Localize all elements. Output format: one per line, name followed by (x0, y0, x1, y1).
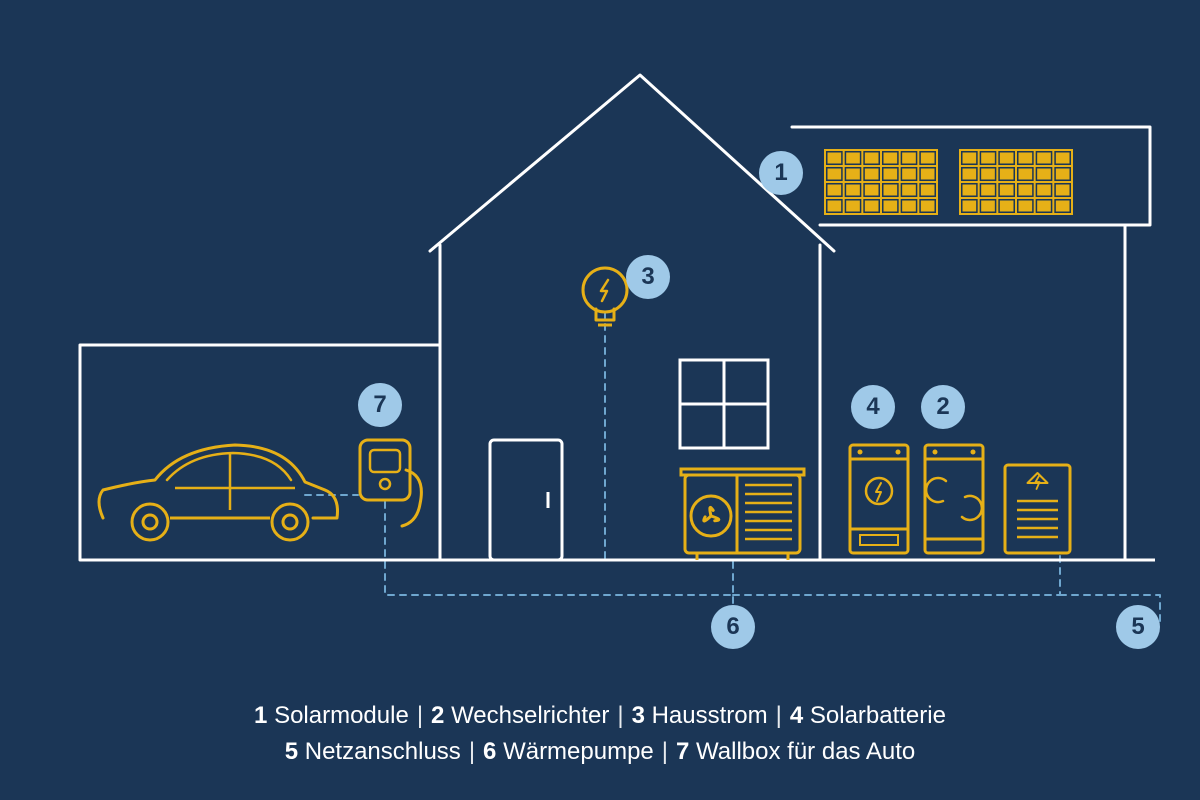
legend-num-3: 3 (632, 702, 652, 729)
badge-6: 6 (711, 605, 755, 649)
legend-num-7: 7 (676, 738, 696, 765)
legend-num-6: 6 (483, 738, 503, 765)
legend-num-5: 5 (285, 738, 305, 765)
legend-label-6: Wärmepumpe (503, 738, 654, 765)
legend-label-4: Solarbatterie (810, 702, 946, 729)
diagram-svg (0, 0, 1200, 800)
badge-2: 2 (921, 385, 965, 429)
legend-row-2: 5 Netzanschluss|6 Wärmepumpe|7 Wallbox f… (0, 738, 1200, 766)
badge-1: 1 (759, 151, 803, 195)
legend-num-4: 4 (790, 702, 810, 729)
legend-label-7: Wallbox für das Auto (696, 738, 915, 765)
badge-3: 3 (626, 255, 670, 299)
legend-label-3: Hausstrom (652, 702, 768, 729)
legend-label-2: Wechselrichter (451, 702, 609, 729)
legend-num-1: 1 (254, 702, 274, 729)
legend-label-5: Netzanschluss (305, 738, 461, 765)
legend-row-1: 1 Solarmodule|2 Wechselrichter|3 Hausstr… (0, 702, 1200, 730)
legend-num-2: 2 (431, 702, 451, 729)
badge-5: 5 (1116, 605, 1160, 649)
badge-7: 7 (358, 383, 402, 427)
solar-house-infographic: 1 2 3 4 5 6 7 1 Solarmodule|2 Wechselrichter|3… (0, 0, 1200, 800)
badge-4: 4 (851, 385, 895, 429)
legend-label-1: Solarmodule (274, 702, 409, 729)
